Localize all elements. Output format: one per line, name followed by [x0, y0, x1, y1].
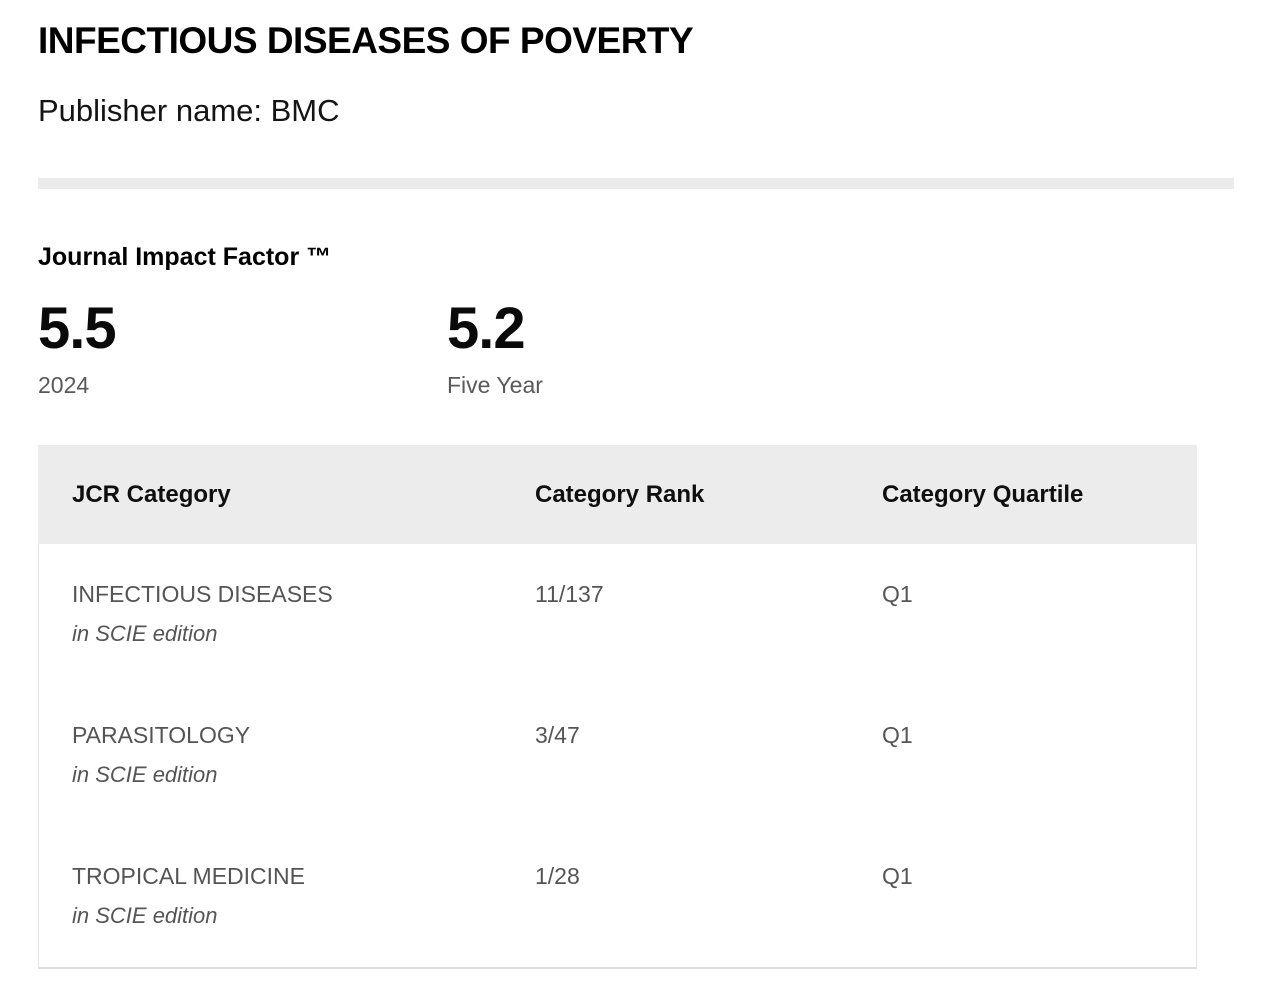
cell-category: TROPICAL MEDICINE in SCIE edition	[39, 862, 535, 967]
metric-current-year: 5.5 2024	[38, 295, 447, 398]
impact-factor-value-2024: 5.5	[38, 295, 117, 361]
table-header-row: JCR Category Category Rank Category Quar…	[38, 445, 1197, 545]
column-header-category-rank: Category Rank	[535, 480, 705, 508]
publisher-name: Publisher name: BMC	[38, 92, 340, 128]
cell-category: PARASITOLOGY in SCIE edition	[39, 721, 535, 826]
column-header-jcr-category: JCR Category	[72, 480, 231, 508]
section-divider	[38, 178, 1234, 190]
cell-quartile: Q1	[882, 863, 913, 890]
cell-rank: 11/137	[535, 581, 604, 608]
category-name: TROPICAL MEDICINE	[72, 863, 306, 890]
cell-quartile: Q1	[882, 722, 913, 749]
table-row: INFECTIOUS DISEASES in SCIE edition 11/1…	[39, 544, 1196, 685]
journal-title: INFECTIOUS DISEASES OF POVERTY	[38, 20, 694, 61]
cell-category: INFECTIOUS DISEASES in SCIE edition	[39, 580, 535, 685]
cell-rank: 3/47	[535, 722, 580, 749]
impact-factor-heading: Journal Impact Factor ™	[38, 243, 332, 272]
table-body: INFECTIOUS DISEASES in SCIE edition 11/1…	[38, 544, 1197, 970]
category-edition: in SCIE edition	[72, 762, 218, 788]
table-row: TROPICAL MEDICINE in SCIE edition 1/28 Q…	[39, 826, 1196, 967]
impact-factor-label-2024: 2024	[38, 371, 90, 398]
impact-factor-label-five-year: Five Year	[447, 371, 543, 398]
impact-factor-value-five-year: 5.2	[447, 295, 526, 361]
category-edition: in SCIE edition	[72, 621, 218, 647]
cell-quartile: Q1	[882, 581, 913, 608]
category-name: PARASITOLOGY	[72, 722, 251, 749]
category-name: INFECTIOUS DISEASES	[72, 581, 333, 608]
column-header-category-quartile: Category Quartile	[882, 480, 1084, 508]
jcr-category-table: JCR Category Category Rank Category Quar…	[38, 445, 1197, 970]
category-edition: in SCIE edition	[72, 903, 218, 929]
metric-five-year: 5.2 Five Year	[447, 295, 856, 398]
table-row: PARASITOLOGY in SCIE edition 3/47 Q1	[39, 685, 1196, 826]
impact-factor-section: Journal Impact Factor ™ 5.5 2024 5.2 Fiv…	[38, 243, 1234, 970]
impact-factor-metrics: 5.5 2024 5.2 Five Year	[38, 295, 1234, 398]
cell-rank: 1/28	[535, 863, 580, 890]
